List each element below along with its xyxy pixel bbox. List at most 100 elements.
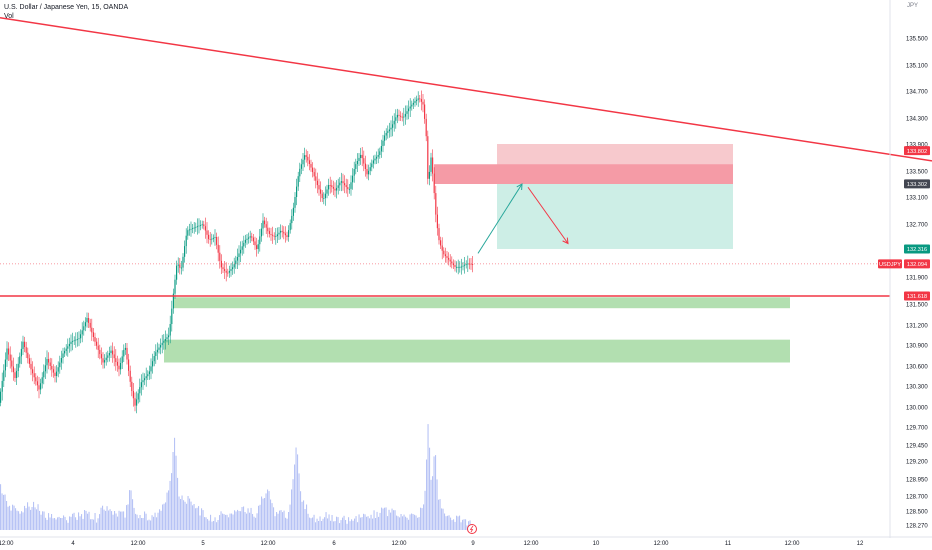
volume-bar [156,517,158,530]
candle [48,359,50,363]
volume-bar [169,480,171,530]
time-tick-label: 4 [71,541,75,547]
candle [190,228,192,230]
volume-bar [204,517,206,530]
candle [308,160,310,164]
volume-bar [253,516,255,530]
price-label-box [904,259,930,269]
candle [78,338,80,340]
candle [393,120,395,125]
volume-bar [1,493,3,530]
volume-bar [103,509,105,530]
volume-bar [279,510,281,530]
volume-bar [108,510,110,530]
volume-bar [127,504,129,530]
down-arrow[interactable] [527,186,569,244]
candle [126,347,128,360]
volume-bar [319,516,321,530]
candle [288,230,290,237]
candle [464,264,466,266]
volume-bar [453,519,455,530]
volume-bar [120,511,122,530]
candle [337,185,339,188]
candle [456,266,458,268]
candle [120,363,122,370]
volume-bar [6,501,8,530]
volume-bar [78,512,80,530]
volume-bar [31,507,33,530]
price-axis[interactable]: 135.500 135.100 134.700 134.300 133.900 133.5… [906,37,928,530]
volume-bar [189,498,191,530]
candle [115,358,117,362]
candle [265,224,267,228]
candle [107,355,109,358]
volume-bar [276,512,278,530]
support-zone-1[interactable] [174,297,790,309]
volume-bar [264,498,266,530]
candle [323,198,325,199]
volume-bar [52,518,54,530]
up-arrow[interactable] [477,183,523,254]
candle [403,116,405,118]
candle [241,246,243,250]
candle [160,345,162,348]
candle [64,351,66,354]
volume-bar [288,512,290,530]
volume-indicator-label[interactable]: Vol [4,13,14,20]
candle [110,350,112,353]
resistance-zone[interactable] [434,164,733,184]
candle [219,252,221,261]
price-tick-label: 134.300 [906,117,928,123]
time-axis[interactable]: 12:00 4 12:00 5 12:00 6 12:00 9 12:00 10 12:00 11 12… [0,541,864,547]
volume-bar [427,424,429,530]
candle [1,380,3,392]
volume-bar [462,519,464,530]
price-tick-label: 130.000 [906,406,928,412]
arrow-head [516,183,523,191]
price-label-box [878,259,902,269]
volume-bar [142,518,144,530]
volume-bar [295,447,297,530]
candle [209,239,211,240]
volume-bar [409,514,411,530]
candle [104,360,106,363]
volume-bar [205,517,207,530]
volume-bar [19,513,21,530]
volume-bar [246,513,248,530]
volume-bar [171,473,173,530]
candle [4,359,6,371]
volume-bar [297,454,299,530]
volume-bar [196,507,198,530]
volume-bar [267,489,269,530]
candle [17,363,19,371]
candle [91,327,93,333]
descending-trend-line[interactable] [0,17,932,162]
volume-bar [22,512,24,530]
candle [180,267,182,269]
candle [268,231,270,234]
candle [326,189,328,194]
volume-bar [466,525,468,530]
candle [214,237,216,238]
candle [307,156,309,161]
goto-realtime-icon[interactable] [467,524,477,534]
candle [336,187,338,191]
volume-bar [382,508,384,530]
candle [257,244,259,250]
support-zone-2[interactable] [164,339,790,363]
candle [364,163,366,169]
candle [376,156,378,159]
volume-bar [408,519,410,530]
candle [444,254,446,257]
candle [305,155,307,157]
take-profit-zone[interactable] [497,183,733,249]
candle [112,350,114,355]
volume-bar [330,520,332,530]
candle [72,341,74,342]
volume-bar [135,513,137,530]
volume-bar [43,511,45,530]
volume-bar [112,514,114,530]
candle [203,224,205,227]
volume-bar [12,504,14,530]
